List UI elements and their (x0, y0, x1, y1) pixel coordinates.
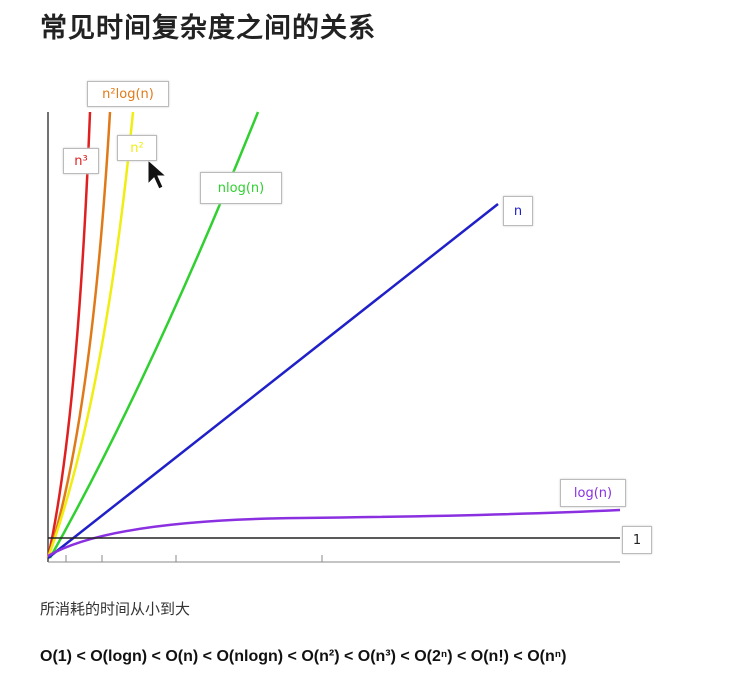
series-line (47, 203, 499, 559)
cursor-icon (147, 158, 168, 190)
series-label-n2logn: n²log(n) (87, 81, 169, 107)
series-line (47, 508, 621, 558)
series-label-nlogn: nlog(n) (200, 172, 282, 204)
series-label-n3: n³ (63, 148, 99, 174)
series-line (46, 111, 112, 559)
series-label-1: 1 (622, 526, 652, 554)
series-label-n: n (503, 196, 533, 226)
caption: 所消耗的时间从小到大 (40, 600, 191, 618)
series-line (46, 111, 92, 559)
complexity-order: O(1) < O(logn) < O(n) < O(nlogn) < O(n²)… (40, 648, 567, 665)
page-title: 常见时间复杂度之间的关系 (40, 13, 376, 44)
series-label-logn: log(n) (560, 479, 626, 507)
series-label-n2: n² (117, 135, 157, 161)
series-line (46, 111, 135, 559)
